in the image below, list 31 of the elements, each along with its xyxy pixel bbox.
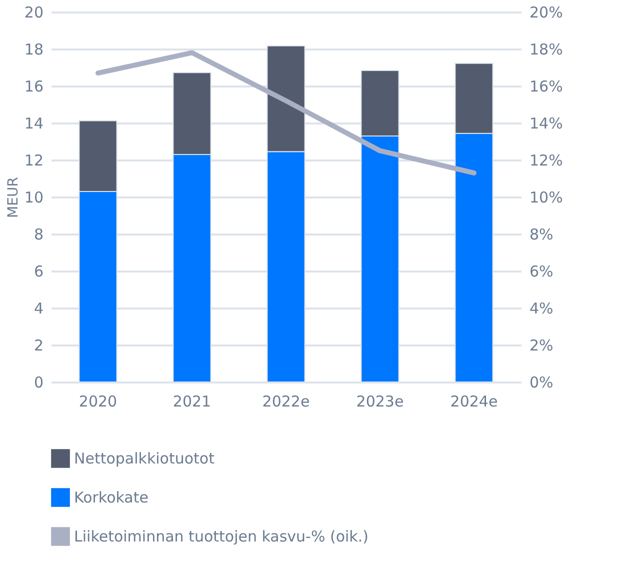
y-tick-label: 4 xyxy=(34,300,44,318)
y2-tick-label: 2% xyxy=(530,336,554,354)
y-tick-label: 20 xyxy=(24,4,44,22)
y2-tick-label: 4% xyxy=(530,300,554,318)
y-tick-label: 0 xyxy=(34,374,44,392)
y-tick-label: 10 xyxy=(24,188,44,206)
y2-tick-label: 20% xyxy=(530,4,563,22)
y2-tick-label: 0% xyxy=(530,374,554,392)
y-tick-label: 14 xyxy=(24,114,44,132)
y-tick-label: 12 xyxy=(24,152,44,170)
legend-label: Korkokate xyxy=(74,488,148,506)
x-tick-label: 2021 xyxy=(172,392,212,410)
y2-tick-label: 18% xyxy=(530,40,563,58)
y2-tick-label: 14% xyxy=(530,114,563,132)
y-axis-title: MEUR xyxy=(5,176,22,218)
y2-tick-label: 12% xyxy=(530,152,563,170)
y-tick-label: 6 xyxy=(34,262,44,280)
legend-label: Nettopalkkiotuotot xyxy=(74,450,215,468)
x-tick-label: 2022e xyxy=(262,392,310,410)
y2-tick-label: 6% xyxy=(530,262,554,280)
y2-tick-label: 8% xyxy=(530,226,554,244)
x-tick-label: 2020 xyxy=(78,392,118,410)
legend-label: Liiketoiminnan tuottojen kasvu-% (oik.) xyxy=(74,528,368,546)
y2-tick-label: 16% xyxy=(530,78,563,96)
y-tick-label: 16 xyxy=(24,78,44,96)
x-tick-label: 2023e xyxy=(356,392,404,410)
y-tick-label: 2 xyxy=(34,336,44,354)
x-tick-label: 2024e xyxy=(450,392,498,410)
y-tick-label: 18 xyxy=(24,40,44,58)
y2-tick-label: 10% xyxy=(530,188,563,206)
y-tick-label: 8 xyxy=(34,226,44,244)
